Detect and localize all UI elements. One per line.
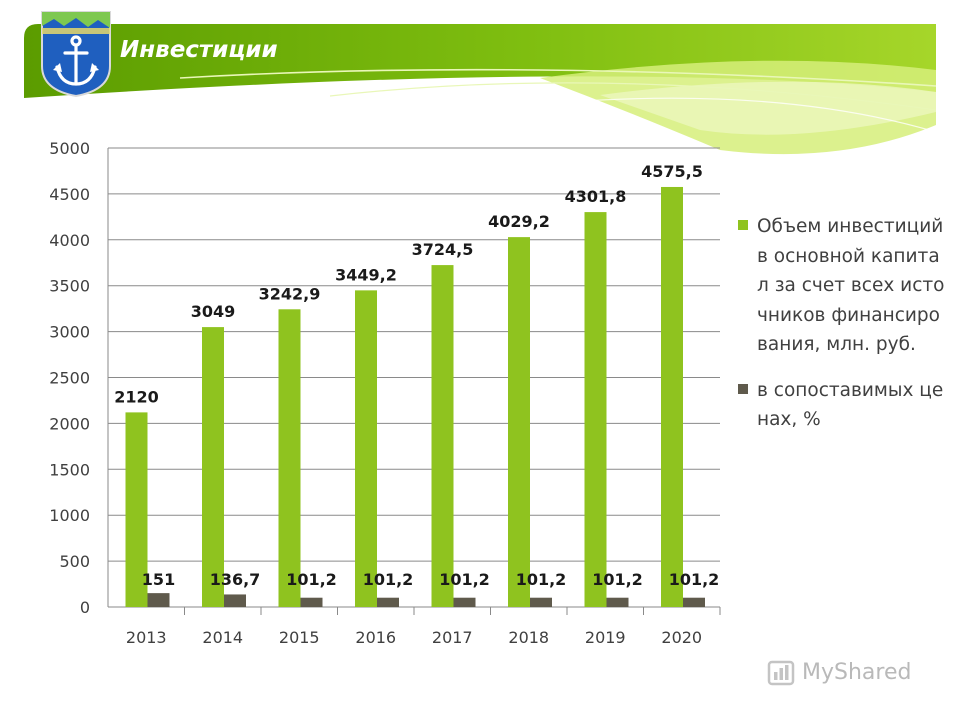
bar-investment-2014: [202, 327, 224, 607]
x-tick-label: 2017: [432, 628, 473, 647]
legend-swatch-comparable-prices: [738, 383, 748, 394]
bar-comparable-2015: [300, 597, 323, 607]
y-tick-label: 1500: [49, 460, 90, 479]
bar-comparable-2014: [224, 594, 246, 607]
y-tick-label: 2000: [49, 414, 90, 433]
y-tick-label: 5000: [49, 139, 90, 158]
legend-label-comparable-prices: в сопоставимых ценах, %: [757, 379, 944, 431]
legend-item-investment-volume: Объем инвестиций в основной капитал за с…: [738, 212, 948, 360]
bar-comparable-2016: [377, 597, 399, 607]
bar-comparable-2013: [147, 593, 170, 607]
data-label-comparable-2020: 101,2: [669, 570, 720, 589]
bar-investment-2018: [508, 237, 530, 607]
bar-investment-2013: [125, 412, 148, 607]
bar-investment-2017: [431, 265, 454, 607]
data-label-comparable-2019: 101,2: [592, 570, 643, 589]
watermark-text: MyShared: [802, 659, 912, 685]
data-label-investment-2014: 3049: [191, 302, 236, 321]
y-tick-label: 500: [59, 552, 90, 571]
x-tick-label: 2013: [126, 628, 167, 647]
watermark: MyShared: [767, 657, 911, 687]
data-label-comparable-2016: 101,2: [363, 570, 414, 589]
x-tick-label: 2019: [585, 628, 626, 647]
data-label-investment-2017: 3724,5: [412, 240, 474, 259]
bar-investment-2020: [661, 186, 683, 607]
data-label-comparable-2013: 151: [142, 570, 175, 589]
bar-comparable-2018: [530, 597, 552, 607]
data-label-investment-2013: 2120: [114, 387, 159, 406]
x-tick-label: 2020: [661, 628, 702, 647]
x-tick-label: 2018: [508, 628, 549, 647]
bar-investment-2016: [355, 290, 377, 607]
legend-item-comparable-prices: в сопоставимых ценах, %: [738, 376, 948, 435]
y-tick-label: 2500: [49, 369, 90, 388]
data-label-comparable-2014: 136,7: [210, 570, 261, 589]
data-label-investment-2020: 4575,5: [641, 162, 703, 181]
bar-comparable-2019: [606, 597, 629, 607]
anchor-crest-icon: [41, 11, 111, 98]
data-label-investment-2019: 4301,8: [565, 187, 627, 206]
page-title: Инвестиции: [120, 37, 278, 63]
data-label-comparable-2017: 101,2: [439, 570, 490, 589]
data-label-investment-2018: 4029,2: [488, 212, 550, 231]
bar-comparable-2020: [683, 597, 705, 607]
data-label-comparable-2018: 101,2: [516, 570, 567, 589]
bar-comparable-2017: [453, 597, 476, 607]
y-tick-label: 3000: [49, 323, 90, 342]
myshared-logo-icon: [767, 660, 795, 686]
y-tick-label: 0: [80, 598, 90, 617]
header-banner: [24, 24, 937, 155]
data-label-comparable-2015: 101,2: [286, 570, 337, 589]
data-label-investment-2015: 3242,9: [259, 284, 321, 303]
y-tick-label: 4500: [49, 185, 90, 204]
data-label-investment-2016: 3449,2: [335, 265, 397, 284]
x-tick-label: 2015: [279, 628, 320, 647]
y-tick-label: 4000: [49, 231, 90, 250]
bar-investment-2015: [278, 309, 301, 607]
y-tick-label: 1000: [49, 506, 90, 525]
x-tick-label: 2014: [202, 628, 243, 647]
chart-legend: Объем инвестиций в основной капитал за с…: [738, 212, 948, 451]
y-tick-label: 3500: [49, 277, 90, 296]
x-tick-label: 2016: [355, 628, 396, 647]
legend-label-investment-volume: Объем инвестиций в основной капитал за с…: [757, 216, 945, 355]
bar-investment-2019: [584, 212, 607, 607]
legend-swatch-investment-volume: [738, 220, 748, 230]
